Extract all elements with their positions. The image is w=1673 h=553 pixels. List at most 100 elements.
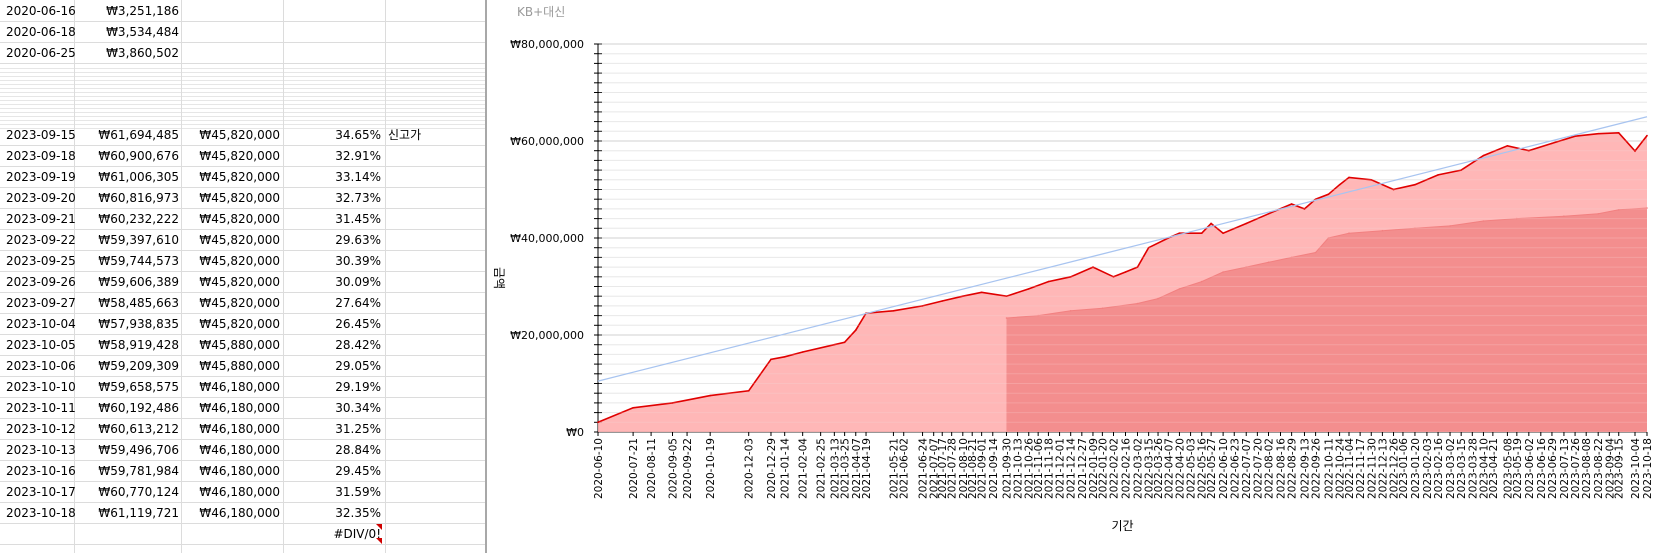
cell-rate[interactable]: 30.34% xyxy=(335,401,381,415)
cell-date[interactable]: 2023-09-18 xyxy=(6,149,76,163)
cell-note[interactable] xyxy=(388,314,478,334)
cell-rate[interactable]: 30.09% xyxy=(335,275,381,289)
table-row[interactable]: 2023-09-19 ₩61,006,305 ₩45,820,000 33.14% xyxy=(0,167,485,188)
cell-date[interactable]: 2023-10-10 xyxy=(6,380,76,394)
cell-rate[interactable]: 29.05% xyxy=(335,359,381,373)
cell-note[interactable] xyxy=(388,419,478,439)
cell-note[interactable] xyxy=(388,461,478,481)
cell-date[interactable]: 2023-09-20 xyxy=(6,191,76,205)
cell-date[interactable]: 2023-10-16 xyxy=(6,464,76,478)
cell-principal[interactable] xyxy=(181,43,282,63)
cell-date[interactable]: 2020-06-25 xyxy=(6,46,76,60)
cell-rate[interactable]: 27.64% xyxy=(335,296,381,310)
table-row[interactable]: 2023-10-18 ₩61,119,721 ₩46,180,000 32.35% xyxy=(0,503,485,524)
cell-principal[interactable]: ₩45,820,000 xyxy=(199,170,280,184)
cell-principal[interactable]: ₩45,820,000 xyxy=(199,254,280,268)
cell-principal[interactable] xyxy=(181,22,282,42)
cell-note[interactable] xyxy=(388,503,478,523)
cell-rate[interactable]: 30.39% xyxy=(335,254,381,268)
table-row[interactable]: 2023-09-21 ₩60,232,222 ₩45,820,000 31.45% xyxy=(0,209,485,230)
cell-principal[interactable]: ₩46,180,000 xyxy=(199,485,280,499)
table-row[interactable]: #DIV/0! xyxy=(0,524,485,545)
table-row[interactable]: 2023-09-27 ₩58,485,663 ₩45,820,000 27.64% xyxy=(0,293,485,314)
cell-principal[interactable]: ₩46,180,000 xyxy=(199,443,280,457)
cell-note[interactable] xyxy=(388,167,478,187)
cell-date[interactable]: 2023-09-22 xyxy=(6,233,76,247)
cell-note[interactable] xyxy=(388,293,478,313)
table-row[interactable]: 2023-09-26 ₩59,606,389 ₩45,820,000 30.09% xyxy=(0,272,485,293)
cell-principal[interactable]: ₩45,820,000 xyxy=(199,317,280,331)
cell-principal[interactable]: ₩45,820,000 xyxy=(199,191,280,205)
cell-value[interactable]: ₩59,606,389 xyxy=(98,275,179,289)
cell-rate[interactable]: 31.45% xyxy=(335,212,381,226)
table-row[interactable]: 2020-06-16 ₩3,251,186 xyxy=(0,1,485,22)
cell-value[interactable]: ₩60,192,486 xyxy=(98,401,179,415)
cell-note[interactable] xyxy=(388,440,478,460)
cell-rate[interactable]: 26.45% xyxy=(335,317,381,331)
cell-rate[interactable]: 32.35% xyxy=(335,506,381,520)
cell-principal[interactable]: ₩45,820,000 xyxy=(199,296,280,310)
panel-splitter[interactable] xyxy=(485,0,487,553)
cell-rate[interactable] xyxy=(283,43,384,63)
cell-principal[interactable]: ₩45,820,000 xyxy=(199,128,280,142)
cell-rate[interactable]: 33.14% xyxy=(335,170,381,184)
cell-note[interactable]: 신고가 xyxy=(388,128,422,142)
cell-rate[interactable]: 31.59% xyxy=(335,485,381,499)
cell-date[interactable]: 2023-10-04 xyxy=(6,317,76,331)
cell-value[interactable]: ₩60,613,212 xyxy=(98,422,179,436)
table-row[interactable]: 2023-10-04 ₩57,938,835 ₩45,820,000 26.45% xyxy=(0,314,485,335)
cell-value[interactable]: ₩3,860,502 xyxy=(106,46,179,60)
cell-principal[interactable]: ₩45,820,000 xyxy=(199,275,280,289)
table-row[interactable]: 2023-10-11 ₩60,192,486 ₩46,180,000 30.34% xyxy=(0,398,485,419)
table-row[interactable]: 2023-10-13 ₩59,496,706 ₩46,180,000 28.84% xyxy=(0,440,485,461)
cell-note[interactable] xyxy=(388,22,478,42)
cell-note[interactable] xyxy=(388,356,478,376)
cell-value[interactable]: ₩61,006,305 xyxy=(98,170,179,184)
table-row[interactable]: 2023-09-18 ₩60,900,676 ₩45,820,000 32.91% xyxy=(0,146,485,167)
table-row[interactable]: 2023-09-20 ₩60,816,973 ₩45,820,000 32.73% xyxy=(0,188,485,209)
cell-value[interactable]: ₩61,119,721 xyxy=(98,506,179,520)
cell-principal[interactable]: ₩46,180,000 xyxy=(199,401,280,415)
cell-note[interactable] xyxy=(388,209,478,229)
table-row[interactable]: 2023-09-25 ₩59,744,573 ₩45,820,000 30.39% xyxy=(0,251,485,272)
cell-value[interactable]: ₩60,770,124 xyxy=(98,485,179,499)
cell-note[interactable] xyxy=(388,482,478,502)
cell-value[interactable]: ₩59,496,706 xyxy=(98,443,179,457)
cell-date[interactable]: 2023-10-17 xyxy=(6,485,76,499)
cell-principal[interactable]: ₩46,180,000 xyxy=(199,380,280,394)
cell-note[interactable] xyxy=(388,230,478,250)
table-row[interactable]: 2020-06-25 ₩3,860,502 xyxy=(0,43,485,64)
cell-date[interactable]: 2023-09-26 xyxy=(6,275,76,289)
cell-note[interactable] xyxy=(388,335,478,355)
cell-value[interactable]: ₩59,744,573 xyxy=(98,254,179,268)
cell-date[interactable]: 2023-09-27 xyxy=(6,296,76,310)
cell-value[interactable]: ₩3,251,186 xyxy=(106,4,179,18)
cell-date[interactable]: 2023-09-25 xyxy=(6,254,76,268)
cell-principal[interactable]: ₩45,820,000 xyxy=(199,149,280,163)
cell-date[interactable]: 2023-09-21 xyxy=(6,212,76,226)
table-row[interactable]: 2023-10-05 ₩58,919,428 ₩45,880,000 28.42% xyxy=(0,335,485,356)
cell-principal[interactable]: ₩46,180,000 xyxy=(199,422,280,436)
cell-value[interactable]: ₩59,658,575 xyxy=(98,380,179,394)
cell-value[interactable]: ₩60,900,676 xyxy=(98,149,179,163)
cell-rate[interactable]: 32.91% xyxy=(335,149,381,163)
cell-principal[interactable]: ₩46,180,000 xyxy=(199,464,280,478)
cell-value[interactable]: ₩60,816,973 xyxy=(98,191,179,205)
cell-principal[interactable]: ₩45,820,000 xyxy=(199,212,280,226)
cell-rate[interactable]: 28.42% xyxy=(335,338,381,352)
cell-rate[interactable]: 34.65% xyxy=(335,128,381,142)
cell-note[interactable] xyxy=(388,524,478,544)
cell-value[interactable]: ₩58,919,428 xyxy=(98,338,179,352)
cell-date[interactable]: 2023-09-15 xyxy=(6,128,76,142)
cell-date[interactable]: 2023-10-11 xyxy=(6,401,76,415)
cell-note[interactable] xyxy=(388,43,478,63)
cell-rate[interactable]: 31.25% xyxy=(335,422,381,436)
cell-rate[interactable]: 32.73% xyxy=(335,191,381,205)
cell-rate[interactable]: 29.45% xyxy=(335,464,381,478)
cell-date[interactable]: 2023-10-12 xyxy=(6,422,76,436)
table-row[interactable]: 2023-10-06 ₩59,209,309 ₩45,880,000 29.05% xyxy=(0,356,485,377)
cell-note[interactable] xyxy=(388,251,478,271)
cell-value[interactable]: ₩58,485,663 xyxy=(98,296,179,310)
cell-rate[interactable] xyxy=(283,22,384,42)
table-row[interactable]: 2023-10-17 ₩60,770,124 ₩46,180,000 31.59% xyxy=(0,482,485,503)
